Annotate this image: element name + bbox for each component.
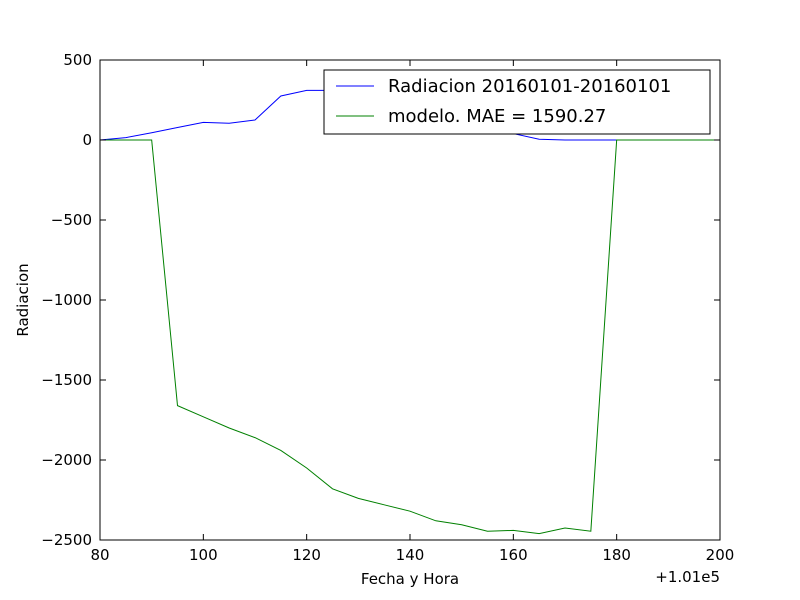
series-line-modelo bbox=[100, 139, 720, 535]
x-tick-label: 120 bbox=[292, 546, 321, 564]
x-axis-offset-label: +1.01e5 bbox=[655, 568, 720, 586]
legend-box bbox=[323, 69, 711, 135]
x-tick-label: 100 bbox=[189, 546, 218, 564]
x-tick-label: 140 bbox=[396, 546, 425, 564]
legend: Radiacion 20160101-20160101 modelo. MAE … bbox=[323, 69, 711, 135]
x-tick-label: 160 bbox=[499, 546, 528, 564]
x-tick-label: 180 bbox=[602, 546, 631, 564]
x-tick-label: 200 bbox=[706, 546, 735, 564]
y-tick-label: −2000 bbox=[41, 451, 92, 469]
ticks-layer: 80 100 120 140 160 180 200 500 0 −500 −1000 −1500 −2… bbox=[41, 51, 734, 564]
y-tick-label: −2500 bbox=[41, 531, 92, 549]
legend-label-modelo: modelo. MAE = 1590.27 bbox=[388, 106, 606, 127]
y-tick-label: −1000 bbox=[41, 291, 92, 309]
y-tick-label: −1500 bbox=[41, 371, 92, 389]
y-axis-label: Radiacion bbox=[14, 263, 32, 336]
x-tick-label: 80 bbox=[90, 546, 109, 564]
y-tick-label: 0 bbox=[82, 131, 92, 149]
legend-label-radiacion: Radiacion 20160101-20160101 bbox=[388, 76, 671, 97]
y-tick-label: 500 bbox=[63, 51, 92, 69]
x-axis-label: Fecha y Hora bbox=[361, 570, 459, 588]
y-tick-label: −500 bbox=[51, 211, 92, 229]
